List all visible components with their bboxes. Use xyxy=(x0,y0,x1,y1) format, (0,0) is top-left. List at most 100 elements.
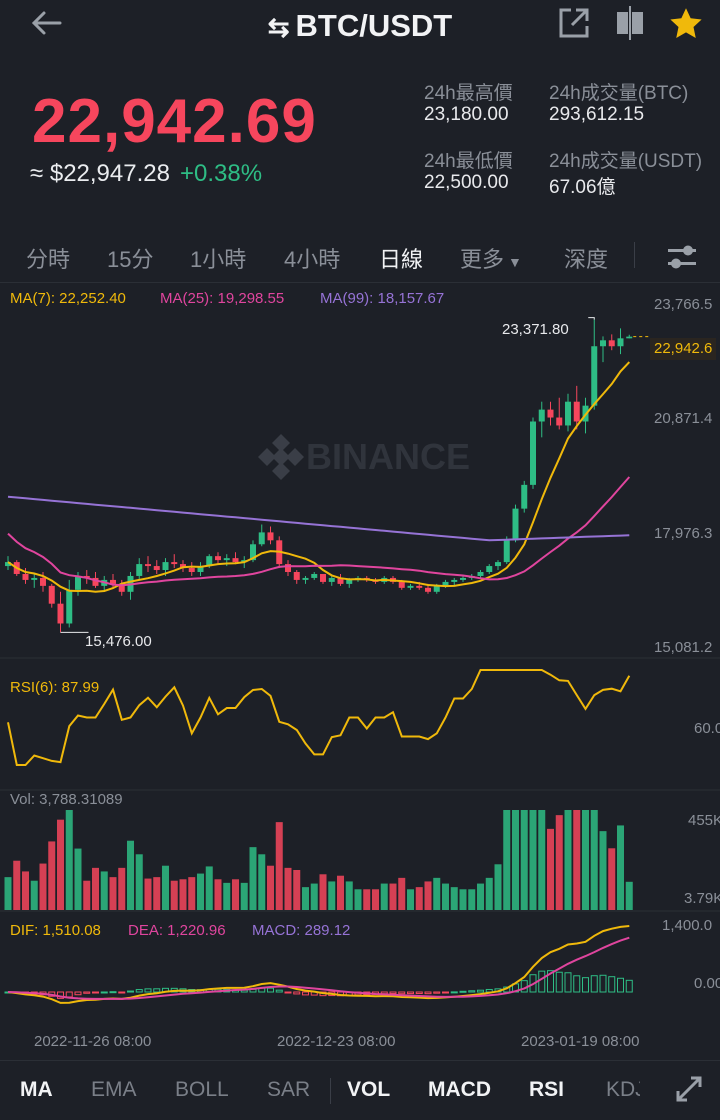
indicator-boll[interactable]: BOLL xyxy=(175,1078,229,1101)
tab-depth[interactable]: 深度 xyxy=(564,247,609,272)
tab-1h[interactable]: 1小時 xyxy=(190,247,247,272)
volume-bar xyxy=(354,889,362,910)
volume-bar xyxy=(337,875,344,910)
rsi-tick: 60.0 xyxy=(694,720,720,737)
volume-bar xyxy=(310,883,318,910)
macd-bar xyxy=(477,989,484,993)
candle-body xyxy=(145,564,151,567)
pair-title[interactable]: ⇆ BTC/USDT xyxy=(0,8,720,44)
tab-more[interactable]: 更多 ▼ xyxy=(460,242,522,274)
candle-body xyxy=(547,409,554,418)
volume-bar xyxy=(398,877,406,910)
macd-bar xyxy=(450,991,458,994)
volume-bar xyxy=(188,877,196,910)
candle-body xyxy=(425,587,431,592)
indicator-macd[interactable]: MACD xyxy=(428,1078,491,1101)
macd-bar xyxy=(135,989,143,993)
expand-icon[interactable] xyxy=(674,1074,704,1108)
rsi-line xyxy=(7,669,631,766)
x-label: 2023-01-19 08:00 xyxy=(521,1033,640,1050)
arrow-left-icon[interactable] xyxy=(28,8,64,46)
candle-body xyxy=(66,589,73,624)
indicator-kdj[interactable]: KDJ xyxy=(606,1078,640,1101)
macd-bar xyxy=(459,990,467,993)
candle-body xyxy=(451,579,458,582)
candle-body xyxy=(600,340,606,347)
candle-body xyxy=(197,566,204,573)
candle-body xyxy=(31,577,38,580)
vol-usdt-value: 67.06億 xyxy=(549,177,616,198)
candle-body xyxy=(416,585,423,588)
candle-body xyxy=(477,572,484,576)
indicator-vol[interactable]: VOL xyxy=(347,1078,391,1101)
tab-1d[interactable]: 日線 xyxy=(379,247,424,272)
last-price: 22,942.69 xyxy=(32,87,317,156)
candle-body xyxy=(337,577,344,584)
compare-icon[interactable] xyxy=(612,6,648,42)
interval-tabs: 分時 15分 1小時 4小時 日線 更多 ▼ 深度 xyxy=(0,230,720,282)
tab-4h[interactable]: 4小時 xyxy=(284,247,341,272)
volume-bar xyxy=(345,881,353,910)
top-bar: ⇆ BTC/USDT xyxy=(0,0,720,52)
volume-bar xyxy=(459,889,467,910)
candle-body xyxy=(110,579,116,584)
candle-body xyxy=(442,581,449,586)
macd-bar xyxy=(275,989,283,993)
indicator-divider xyxy=(330,1078,331,1104)
candle-body xyxy=(617,338,624,347)
volume-bar xyxy=(302,887,309,910)
volume-bar xyxy=(162,865,169,910)
vol-btc-label: 24h成交量(BTC) xyxy=(549,83,689,104)
star-icon[interactable] xyxy=(668,6,704,42)
tab-15m[interactable]: 15分 xyxy=(107,247,154,272)
sliders-icon[interactable] xyxy=(666,242,698,276)
watermark: BINANCE xyxy=(258,434,470,480)
high-marker: 23,371.80 xyxy=(502,321,569,338)
tab-divider xyxy=(634,242,635,268)
volume-bar xyxy=(214,879,222,910)
volume-tick: 3.79K xyxy=(684,890,720,907)
share-icon[interactable] xyxy=(556,6,592,42)
indicator-ema[interactable]: EMA xyxy=(91,1078,137,1101)
volume-bar xyxy=(267,865,274,910)
volume-bar xyxy=(407,889,414,910)
macd-bar xyxy=(284,991,292,994)
candle-body xyxy=(22,573,29,580)
candle-body xyxy=(556,417,563,426)
volume-bar xyxy=(205,866,213,910)
chart-area[interactable]: BINANCE xyxy=(0,283,720,1060)
volume-bar xyxy=(223,882,231,910)
indicator-sar[interactable]: SAR xyxy=(267,1078,311,1101)
macd-bar xyxy=(153,988,161,993)
indicator-rsi[interactable]: RSI xyxy=(529,1078,565,1101)
candle-body xyxy=(302,577,309,580)
volume-bar xyxy=(74,848,82,910)
volume-bar xyxy=(22,871,29,910)
candle-body xyxy=(530,421,536,485)
candle-body xyxy=(206,556,213,567)
volume-bar xyxy=(179,879,187,910)
volume-bar xyxy=(564,810,572,910)
macd-bar xyxy=(442,991,449,994)
candle-body xyxy=(75,575,81,590)
volume-bar xyxy=(135,854,143,910)
volume-bar xyxy=(625,881,633,910)
rsi-pane xyxy=(7,669,631,766)
indicator-ma[interactable]: MA xyxy=(20,1078,53,1101)
macd-bar xyxy=(118,991,126,994)
tab-time[interactable]: 分時 xyxy=(26,247,71,272)
candle-body xyxy=(180,564,186,569)
y-tick: 23,766.5 xyxy=(654,296,713,313)
volume-bar xyxy=(582,810,589,910)
watermark-text: BINANCE xyxy=(306,436,470,477)
volume-bar xyxy=(240,882,248,910)
candle-body xyxy=(538,409,545,422)
macd-bar xyxy=(424,991,432,995)
candle-body xyxy=(5,562,11,567)
candle-body xyxy=(171,562,178,565)
y-tick: 17,976.3 xyxy=(654,525,713,542)
usd-value: ≈ $22,947.28 xyxy=(30,160,170,187)
volume-bar xyxy=(599,831,607,910)
volume-bar xyxy=(39,863,47,910)
